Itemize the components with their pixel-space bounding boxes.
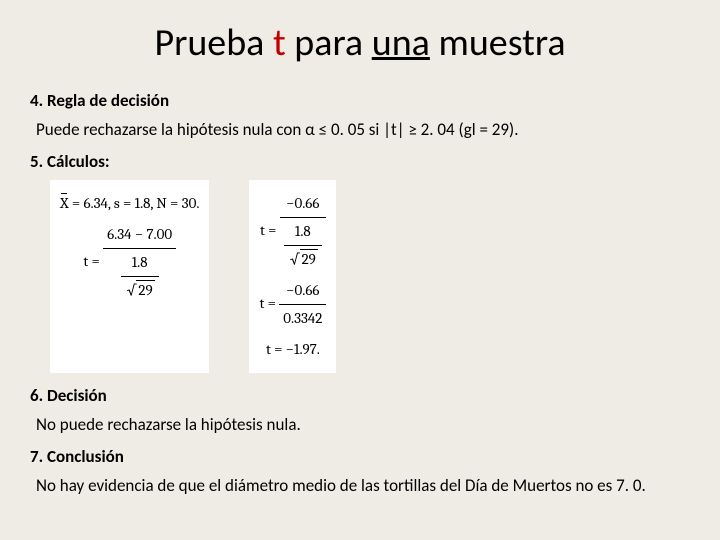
section-7-text: No hay evidencia de que el diámetro medi…	[36, 475, 690, 497]
calc-left-den-num: 1.8	[121, 249, 159, 277]
calc-r1-sqrt: 29	[300, 249, 318, 268]
calc-left-line1-rest: = 6.34, s = 1.8, N = 30.	[69, 194, 200, 212]
section-5-heading: 5. Cálculos:	[30, 151, 690, 172]
slide-title: Prueba t para una muestra	[30, 20, 690, 66]
title-word-5: muestra	[438, 20, 565, 66]
calc-r2-num: −0.66	[279, 277, 326, 305]
calc-left-numerator: 6.34 − 7.00	[103, 221, 176, 249]
calc-r1-num: −0.66	[280, 190, 326, 218]
x-bar-symbol: X	[60, 190, 69, 217]
calculations-area: X = 6.34, s = 1.8, N = 30. t = 6.34 − 7.…	[50, 180, 690, 373]
title-word-t: t	[273, 20, 286, 66]
title-word-3: para	[294, 20, 363, 66]
calc-left-line2: t = 6.34 − 7.00 1.8 29	[60, 221, 199, 304]
calc-left-t-eq: t =	[83, 252, 103, 270]
calc-left-sqrt: 29	[136, 280, 154, 299]
calc-r2-prefix: t =	[259, 294, 279, 312]
section-4-heading: 4. Regla de decisión	[30, 90, 690, 111]
calc-right-column: t = −0.66 1.8 29 t = −0.66 0.3342 t = −1…	[249, 180, 336, 373]
calc-r2-den: 0.3342	[279, 305, 326, 332]
calc-r1-prefix: t =	[260, 221, 280, 239]
calc-left-column: X = 6.34, s = 1.8, N = 30. t = 6.34 − 7.…	[50, 180, 209, 373]
calc-right-line3: t = −1.97.	[259, 336, 326, 363]
section-4-text: Puede rechazarse la hipótesis nula con α…	[36, 119, 690, 141]
calc-r1-den-num: 1.8	[284, 218, 322, 246]
section-7-heading: 7. Conclusión	[30, 446, 690, 467]
calc-left-line1: X = 6.34, s = 1.8, N = 30.	[60, 190, 199, 217]
section-6-text: No puede rechazarse la hipótesis nula.	[36, 414, 690, 436]
title-word-4: una	[372, 20, 430, 66]
title-word-1: Prueba	[154, 20, 264, 66]
section-6-heading: 6. Decisión	[30, 385, 690, 406]
calc-right-line1: t = −0.66 1.8 29	[259, 190, 326, 273]
calc-right-line2: t = −0.66 0.3342	[259, 277, 326, 332]
